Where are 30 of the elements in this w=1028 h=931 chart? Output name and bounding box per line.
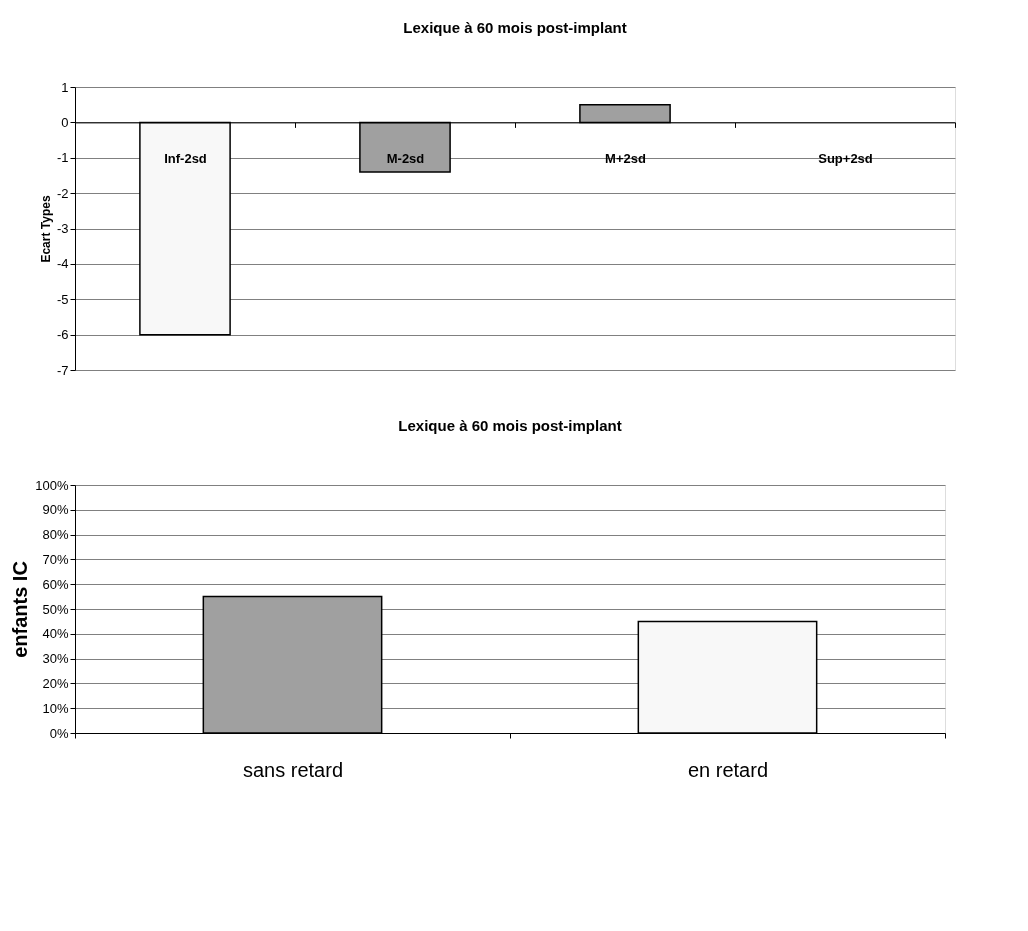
y-tick-label: 80%: [42, 527, 69, 543]
x-tick-label: Sup+2sd: [818, 150, 873, 166]
y-tick-label: -6: [56, 327, 69, 343]
y-tick-label: 1: [61, 79, 69, 95]
y-tick-label: 10%: [42, 700, 69, 716]
y-tick-label: 50%: [42, 601, 69, 617]
y-tick-label: 90%: [42, 502, 69, 518]
y-tick-label: 30%: [42, 651, 69, 667]
x-tick-label: M+2sd: [605, 150, 646, 166]
y-tick-label: 0: [61, 114, 69, 130]
y-axis-title: enfants IC: [9, 561, 32, 658]
chart-title: Lexique à 60 mois post-implant: [398, 417, 622, 434]
y-tick-label: 20%: [42, 675, 69, 691]
y-tick-label: 40%: [42, 626, 69, 642]
x-tick-label: en retard: [687, 758, 769, 781]
x-tick-label: M-2sd: [386, 150, 425, 166]
x-tick-label: Inf-2sd: [164, 150, 207, 166]
y-tick-label: 60%: [42, 576, 69, 592]
y-axis-title: Ecart Types: [38, 195, 53, 263]
y-tick-label: -5: [56, 291, 69, 307]
y-tick-label: -2: [56, 185, 69, 201]
x-tick-label: sans retard: [242, 758, 344, 781]
y-tick-label: -7: [56, 362, 69, 378]
y-tick-label: 70%: [42, 551, 69, 567]
y-tick-label: -1: [56, 150, 69, 166]
y-tick-label: -3: [56, 221, 69, 236]
y-tick-label: 100%: [35, 477, 69, 493]
y-tick-label: -4: [56, 256, 69, 272]
y-tick-label: 0%: [49, 725, 69, 741]
chart-title: Lexique à 60 mois post-implant: [403, 19, 627, 36]
